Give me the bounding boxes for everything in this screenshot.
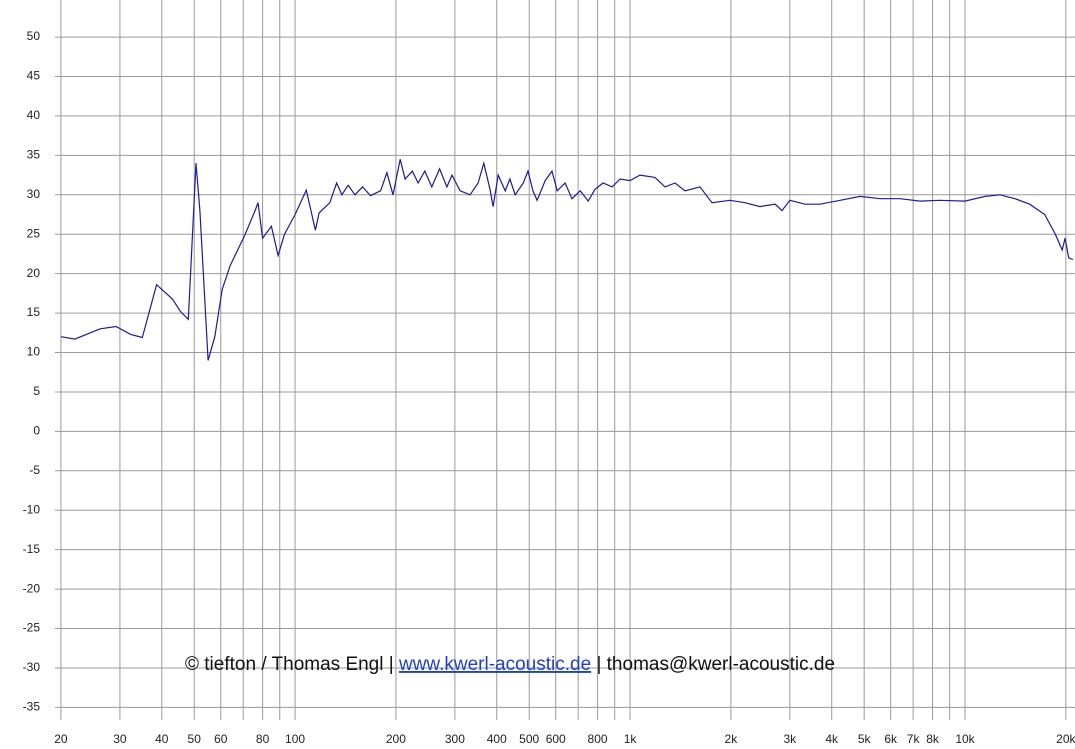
y-tick-label: -25 bbox=[23, 621, 41, 635]
x-tick-label: 1k bbox=[624, 732, 638, 746]
x-tick-label: 800 bbox=[588, 732, 608, 746]
separator: | bbox=[596, 654, 601, 675]
y-tick-label: 15 bbox=[27, 305, 41, 319]
y-tick-label: 40 bbox=[27, 108, 41, 122]
response-curve bbox=[60, 159, 1074, 361]
y-tick-label: 30 bbox=[27, 187, 41, 201]
separator: | bbox=[389, 654, 394, 675]
y-tick-label: 35 bbox=[27, 148, 41, 162]
y-tick-label: -35 bbox=[23, 700, 41, 714]
x-tick-label: 20 bbox=[54, 732, 68, 746]
y-tick-label: -15 bbox=[23, 542, 41, 556]
x-tick-label: 80 bbox=[256, 732, 270, 746]
x-tick-label: 8k bbox=[926, 732, 940, 746]
y-tick-label: 45 bbox=[27, 69, 41, 83]
x-tick-label: 20k bbox=[1056, 732, 1075, 746]
y-tick-label: -20 bbox=[23, 581, 41, 595]
x-tick-label: 7k bbox=[907, 732, 921, 746]
website-link[interactable]: www.kwerl-acoustic.de bbox=[398, 654, 591, 675]
x-tick-label: 5k bbox=[858, 732, 872, 746]
x-tick-label: 30 bbox=[113, 732, 127, 746]
x-tick-label: 400 bbox=[487, 732, 507, 746]
email: thomas@kwerl-acoustic.de bbox=[607, 654, 835, 675]
y-tick-label: -5 bbox=[29, 463, 40, 477]
y-tick-label: 25 bbox=[27, 226, 41, 240]
author: © tiefton / Thomas Engl bbox=[185, 654, 383, 675]
y-tick-label: 10 bbox=[27, 345, 41, 359]
y-tick-label: 0 bbox=[33, 424, 40, 438]
x-tick-label: 100 bbox=[285, 732, 305, 746]
x-tick-label: 600 bbox=[546, 732, 566, 746]
x-tick-label: 10k bbox=[955, 732, 975, 746]
y-tick-label: 20 bbox=[27, 266, 41, 280]
x-tick-label: 2k bbox=[725, 732, 739, 746]
x-tick-label: 60 bbox=[214, 732, 228, 746]
y-tick-label: 50 bbox=[27, 29, 41, 43]
x-tick-label: 3k bbox=[784, 732, 798, 746]
x-tick-label: 50 bbox=[188, 732, 202, 746]
x-tick-label: 300 bbox=[445, 732, 465, 746]
x-tick-label: 200 bbox=[386, 732, 406, 746]
x-tick-label: 6k bbox=[884, 732, 898, 746]
copyright-annotation: © tiefton / Thomas Engl | www.kwerl-acou… bbox=[185, 654, 835, 675]
x-tick-label: 40 bbox=[155, 732, 169, 746]
y-tick-label: 5 bbox=[33, 384, 40, 398]
y-tick-label: -10 bbox=[23, 502, 41, 516]
x-tick-label: 500 bbox=[519, 732, 539, 746]
x-tick-label: 4k bbox=[825, 732, 839, 746]
y-tick-label: -30 bbox=[23, 660, 41, 674]
